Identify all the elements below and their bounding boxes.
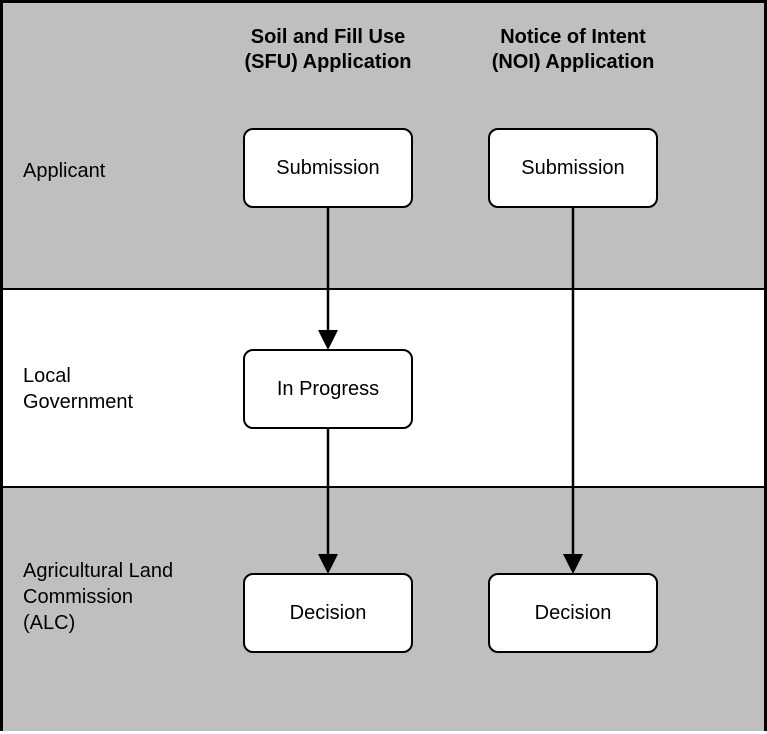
- swimlane-label-alc-line2: Commission: [23, 586, 133, 608]
- swimlane-label-local-line1: Local: [23, 365, 71, 387]
- swimlane-label-applicant: Applicant: [23, 158, 105, 184]
- node-label: Decision: [290, 602, 367, 625]
- column-header-noi-line2: (NOI) Application: [492, 51, 655, 73]
- swimlane-label-alc-line3: (ALC): [23, 612, 75, 634]
- node-sfu-inprogress: In Progress: [243, 349, 413, 429]
- node-label: Decision: [535, 602, 612, 625]
- column-header-sfu-line2: (SFU) Application: [244, 51, 411, 73]
- column-header-noi: Notice of Intent (NOI) Application: [488, 25, 658, 75]
- swimlane-label-alc: Agricultural Land Commission (ALC): [23, 558, 173, 636]
- swimlane-diagram: Applicant Local Government Agricultural …: [0, 0, 767, 731]
- node-noi-decision: Decision: [488, 573, 658, 653]
- node-label: Submission: [521, 157, 624, 180]
- column-header-noi-line1: Notice of Intent: [500, 26, 646, 48]
- node-sfu-decision: Decision: [243, 573, 413, 653]
- column-header-sfu-line1: Soil and Fill Use: [251, 26, 405, 48]
- swimlane-label-local-government: Local Government: [23, 363, 133, 415]
- column-header-sfu: Soil and Fill Use (SFU) Application: [243, 25, 413, 75]
- node-sfu-submission: Submission: [243, 128, 413, 208]
- node-label: In Progress: [277, 378, 379, 401]
- node-label: Submission: [276, 157, 379, 180]
- node-noi-submission: Submission: [488, 128, 658, 208]
- swimlane-label-alc-line1: Agricultural Land: [23, 560, 173, 582]
- swimlane-label-local-line2: Government: [23, 391, 133, 413]
